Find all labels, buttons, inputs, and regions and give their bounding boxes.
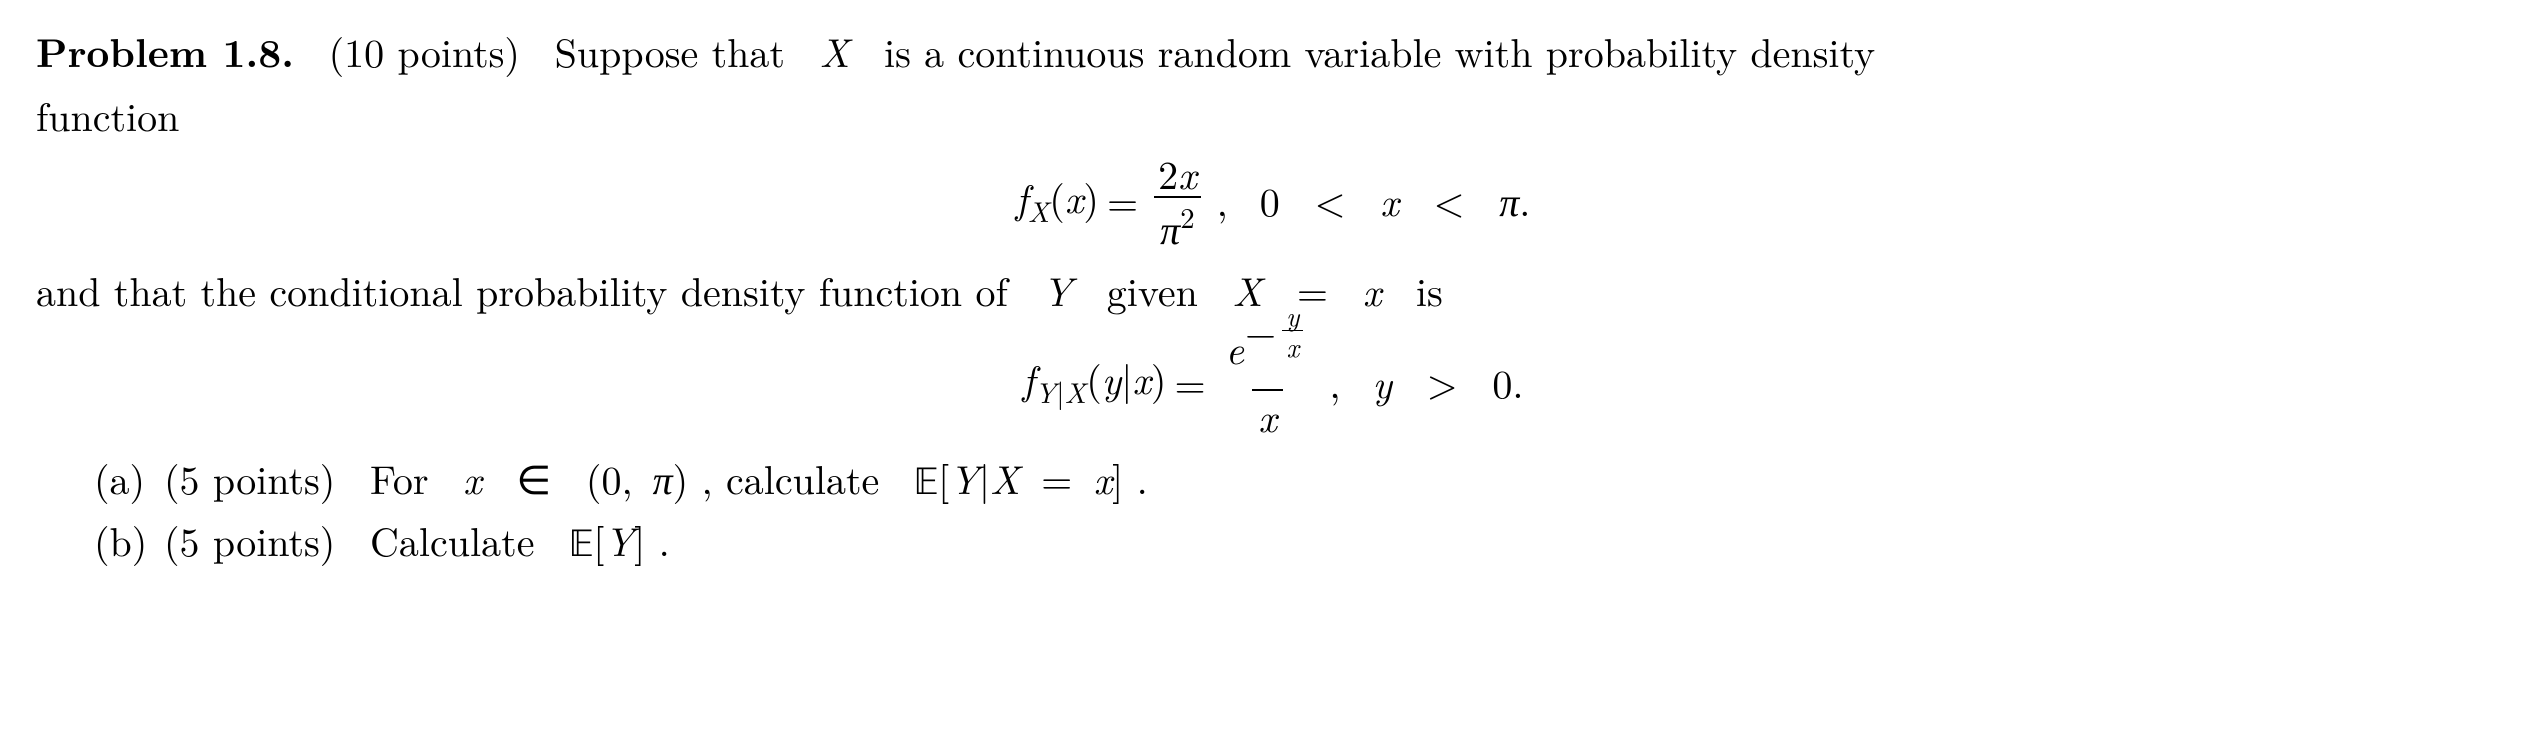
display-equation-fx: fX(x) = 2x π2 , 0 < x < π. xyxy=(36,152,2510,249)
fx-domain: 0 < x < π. xyxy=(1260,173,1531,227)
part-b-label: (b) xyxy=(94,513,150,567)
problem-heading: Problem 1.8. xyxy=(36,22,294,79)
fx-fraction: 2x π2 xyxy=(1152,152,1203,249)
problem-intro-line2: function xyxy=(36,88,2510,142)
fyx-fraction: e − y x x xyxy=(1220,327,1316,437)
problem-intro-line1: Problem 1.8. (10 points) Suppose that X … xyxy=(36,24,2510,78)
rv-y-symbol: Y xyxy=(1042,261,1072,318)
fx-lhs: fX(x) xyxy=(1016,170,1099,231)
part-b-points: (5 points) xyxy=(164,511,335,568)
parts-list: (a) (5 points) For x ∈ (0, π) , calculat… xyxy=(94,451,2510,573)
fyx-domain: y > 0. xyxy=(1372,355,1523,409)
part-a-points: (5 points) xyxy=(164,449,335,506)
part-a: (a) (5 points) For x ∈ (0, π) , calculat… xyxy=(94,451,2510,511)
part-a-label: (a) xyxy=(94,451,150,505)
equals-sign-2: = xyxy=(1174,355,1205,409)
part-b: (b) (5 points) Calculate 𝔼[Y] . xyxy=(94,513,2510,573)
fyx-lhs: fY|X(y|x) xyxy=(1023,351,1167,412)
part-b-expectation: 𝔼[Y] xyxy=(569,511,658,568)
display-equation-fy-given-x: fY|X(y|x) = e − y x x , y xyxy=(36,327,2510,437)
points-total: (10 points) xyxy=(329,22,520,79)
part-a-expectation: 𝔼[Y|X = x] xyxy=(914,449,1137,506)
exponent-frac: y x xyxy=(1282,301,1303,361)
rv-x-symbol: X xyxy=(820,22,850,79)
part-a-interval: x ∈ (0, π) xyxy=(463,449,701,506)
equals-sign: = xyxy=(1107,173,1138,227)
